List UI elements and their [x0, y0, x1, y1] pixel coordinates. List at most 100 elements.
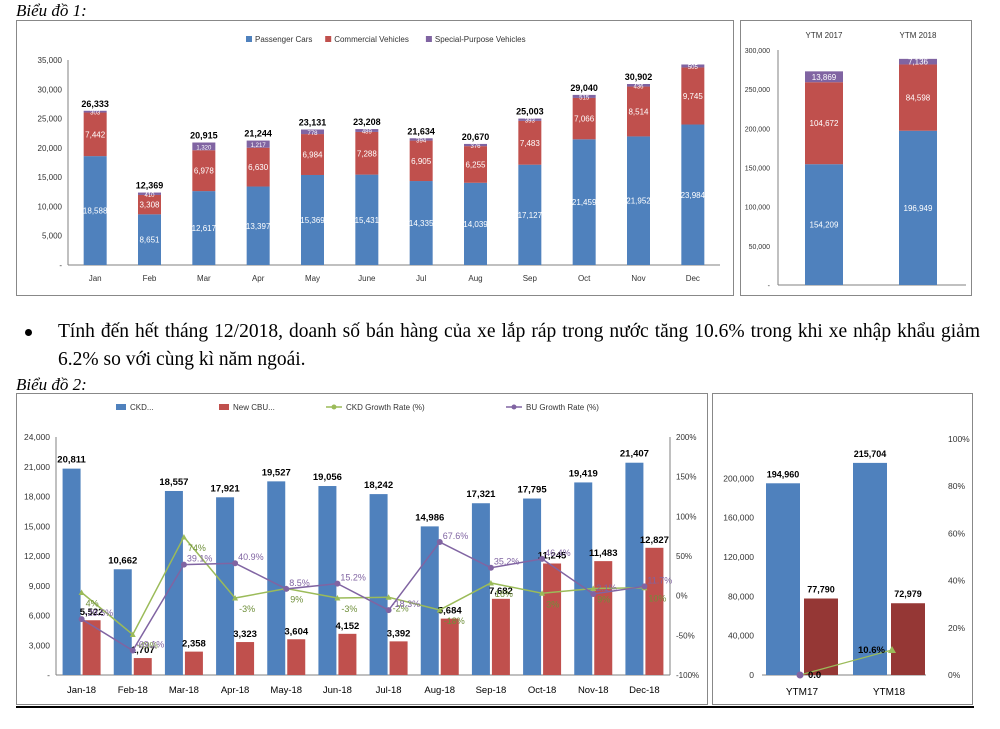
- bar-segment: [246, 140, 270, 148]
- data-label: 1,217: [251, 143, 267, 149]
- data-label: 505: [688, 65, 699, 71]
- monthly-sales-stacked-chart: Passenger Cars Commercial Vehicles Special…: [16, 20, 734, 296]
- x-tick-label: Sep-18: [476, 685, 507, 696]
- bu-growth-label: 40.9%: [238, 552, 264, 562]
- x-tick-label: Jan: [89, 274, 102, 283]
- y-tick-label: -: [47, 670, 50, 680]
- ckd-bar: [625, 462, 644, 675]
- bar-segment: [805, 71, 843, 83]
- bar-segment: [138, 214, 161, 265]
- x-tick-label: Aug-18: [424, 685, 455, 696]
- data-label: 394: [416, 138, 427, 144]
- bar-segment: [83, 110, 107, 113]
- y2-tick-label: 0%: [676, 592, 688, 601]
- bu-growth-marker: [78, 616, 85, 623]
- growth-line: [799, 649, 893, 676]
- data-label: 1,320: [196, 145, 212, 151]
- chart-frame: [712, 393, 973, 705]
- growth-marker: [888, 645, 896, 653]
- bar-segment: [355, 131, 379, 175]
- legend-marker: [511, 404, 517, 410]
- bu-growth-label: 67.6%: [443, 531, 469, 541]
- total-label: 23,131: [299, 118, 327, 128]
- x-tick-label: Dec-18: [629, 685, 660, 696]
- ckd-bar: [574, 482, 593, 675]
- ckd-growth-label: 9%: [290, 595, 303, 605]
- y2-tick-label: 100%: [948, 434, 970, 444]
- bar-segment: [301, 129, 324, 135]
- ckd-bar: [62, 468, 81, 675]
- bottom-rule: [16, 706, 974, 708]
- bu-growth-label: 2.1%: [596, 583, 617, 593]
- summary-paragraph: Tính đến hết tháng 12/2018, doanh số bán…: [58, 321, 980, 370]
- ckd-bar: [766, 483, 800, 675]
- cbu-bar: [287, 639, 306, 675]
- cbu-bar: [594, 561, 613, 675]
- y-tick-label: 160,000: [723, 513, 754, 523]
- x-tick-label: Nov: [631, 274, 645, 283]
- total-label: 21,244: [244, 129, 272, 139]
- bar-segment: [301, 134, 324, 175]
- data-label: 17,127: [518, 211, 543, 220]
- y-tick-label: 100,000: [745, 205, 770, 212]
- total-label: 25,003: [516, 107, 544, 117]
- y2-tick-label: 40%: [948, 576, 965, 586]
- cbu-bar: [804, 598, 838, 675]
- bar-segment: [246, 186, 270, 265]
- ckd-bar: [420, 526, 439, 675]
- data-label: 104,672: [810, 119, 839, 128]
- cbu-value-label: 3,392: [387, 628, 411, 639]
- bullet-icon: [25, 329, 32, 336]
- x-tick-label: May: [305, 274, 320, 283]
- y-tick-label: 35,000: [38, 56, 63, 65]
- y-tick-label: 24,000: [24, 432, 50, 442]
- data-label: 6,630: [248, 163, 269, 172]
- total-label: 26,333: [81, 99, 109, 109]
- y-tick-label: 120,000: [723, 552, 754, 562]
- category-label: YTM 2017: [806, 31, 843, 40]
- data-label: 489: [362, 129, 373, 135]
- cbu-value-label: 11,483: [589, 548, 618, 559]
- y-tick-label: 30,000: [38, 85, 63, 94]
- data-label: 6,255: [465, 160, 486, 169]
- total-label: 20,670: [462, 132, 490, 142]
- data-label: 23,984: [681, 191, 706, 200]
- x-tick-label: Mar-18: [169, 685, 199, 696]
- ckd-growth-label: -3%: [341, 604, 357, 614]
- ckd-bar: [369, 494, 388, 675]
- ckd-growth-marker: [487, 579, 494, 586]
- data-label: 8,514: [628, 107, 649, 116]
- bu-growth-marker: [232, 560, 239, 567]
- bar-segment: [464, 146, 487, 183]
- y-tick-label: 6,000: [29, 611, 51, 621]
- bar-segment: [246, 147, 270, 187]
- bu-growth-label: -18.3%: [392, 599, 421, 609]
- bu-growth-marker: [129, 647, 136, 654]
- bu-growth-marker: [283, 585, 290, 592]
- y-tick-label: 21,000: [24, 462, 50, 472]
- cbu-value-label: 11,245: [538, 550, 567, 561]
- bar-segment: [627, 84, 650, 87]
- bu-growth-marker: [590, 591, 597, 598]
- ckd-growth-marker: [334, 595, 341, 601]
- y-tick-label: 10,000: [38, 202, 63, 211]
- data-label: 778: [307, 131, 318, 137]
- data-label: 393: [525, 119, 536, 125]
- bu-growth-line: [81, 541, 645, 652]
- data-label: 15,431: [355, 216, 380, 225]
- total-label: 30,902: [625, 72, 653, 82]
- ckd-growth-marker: [590, 585, 597, 592]
- x-tick-label: Sep: [523, 274, 538, 283]
- bar-segment: [681, 64, 705, 68]
- bu-growth-label: -29.5%: [85, 608, 114, 618]
- ckd-value-label: 19,419: [569, 468, 598, 479]
- bar-segment: [518, 118, 542, 121]
- ckd-growth-marker: [129, 631, 136, 638]
- data-label: 14,335: [409, 219, 434, 228]
- bar-segment: [805, 82, 843, 165]
- x-tick-label: Apr-18: [221, 685, 250, 696]
- data-label: 436: [633, 84, 644, 90]
- ckd-bar: [113, 569, 132, 675]
- bar-segment: [409, 181, 433, 265]
- cbu-bar: [184, 651, 203, 675]
